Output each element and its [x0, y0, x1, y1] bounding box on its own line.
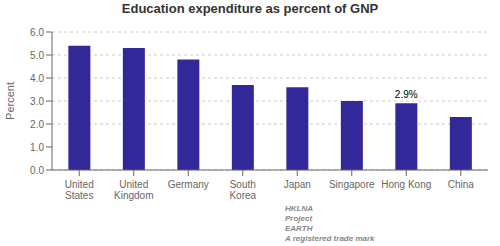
svg-text:Japan: Japan — [284, 179, 311, 190]
svg-text:Singapore: Singapore — [329, 179, 375, 190]
svg-text:UnitedKingdom: UnitedKingdom — [114, 179, 153, 201]
html-text:A registered trade mark: A registered trade mark — [285, 234, 375, 243]
svg-text:SouthKorea: SouthKorea — [229, 179, 256, 201]
svg-text:0.0: 0.0 — [30, 165, 44, 176]
html-text:Education expenditure as perce: Education expenditure as percent of GNP — [121, 1, 379, 16]
html-text:Project: Project — [285, 214, 313, 223]
svg-text:China: China — [448, 179, 475, 190]
svg-text:1.0: 1.0 — [30, 142, 44, 153]
svg-text:3.0: 3.0 — [30, 96, 44, 107]
svg-text:5.0: 5.0 — [30, 50, 44, 61]
svg-text:6.0: 6.0 — [30, 27, 44, 38]
html-text:EARTH: EARTH — [285, 224, 313, 233]
svg-text:Germany: Germany — [168, 179, 209, 190]
svg-text:UnitedStates: UnitedStates — [65, 179, 94, 201]
svg-text:2.0: 2.0 — [30, 119, 44, 130]
svg-text:2.9%: 2.9% — [395, 89, 418, 100]
html-text:HKLNA: HKLNA — [285, 204, 313, 213]
svg-text:4.0: 4.0 — [30, 73, 44, 84]
svg-text:Hong Kong: Hong Kong — [381, 179, 431, 190]
svg-text:Percent: Percent — [8, 82, 16, 120]
